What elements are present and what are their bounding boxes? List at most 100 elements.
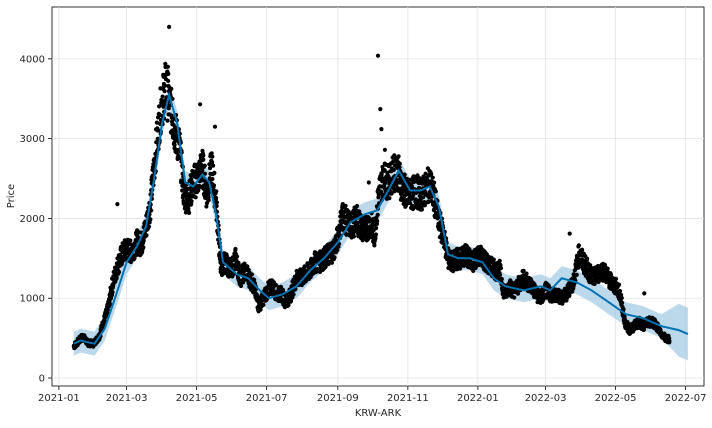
observed-point [576, 243, 582, 248]
observed-point [374, 221, 380, 226]
y-axis: 0 1000 2000 3000 4000 [20, 54, 52, 385]
observed-point [619, 295, 624, 301]
observed-point [249, 272, 254, 277]
observed-point [206, 198, 211, 203]
observed-point [402, 172, 407, 177]
y-axis-label: Price [6, 184, 17, 208]
observed-point [154, 120, 159, 125]
observed-point [144, 233, 149, 238]
observed-point [382, 168, 387, 173]
observed-point [242, 269, 247, 274]
observed-point [641, 327, 647, 332]
observed-point [162, 89, 167, 94]
observed-point [378, 107, 383, 112]
x-tick-label: 2021-05 [176, 393, 218, 404]
observed-point [521, 268, 526, 273]
observed-point [245, 264, 250, 269]
observed-point [379, 172, 384, 177]
observed-point [148, 217, 153, 222]
observed-point [397, 165, 402, 170]
observed-point [343, 203, 348, 208]
observed-point [583, 266, 588, 271]
observed-point [391, 167, 396, 173]
y-tick-label: 1000 [20, 294, 45, 305]
observed-point [642, 291, 647, 296]
y-tick-label: 2000 [20, 214, 45, 225]
observed-point [616, 282, 622, 287]
observed-point [397, 161, 402, 166]
observed-point [141, 245, 146, 250]
observed-point [571, 272, 576, 277]
observed-point [411, 193, 416, 198]
observed-point [165, 64, 170, 69]
observed-point [114, 275, 119, 280]
observed-point [524, 271, 529, 276]
x-tick-label: 2022-05 [595, 393, 637, 404]
observed-point [205, 184, 210, 189]
x-tick-label: 2021-07 [246, 393, 288, 404]
observed-point [252, 277, 257, 282]
observed-point [186, 206, 191, 211]
observed-point [491, 257, 496, 262]
x-tick-label: 2021-11 [387, 393, 429, 404]
observed-point [210, 176, 215, 182]
observed-point [375, 53, 381, 58]
observed-point [273, 282, 278, 288]
observed-point [189, 199, 194, 204]
observed-point [165, 118, 170, 123]
observed-point [302, 264, 307, 269]
observed-point [204, 204, 209, 209]
observed-point [617, 288, 623, 294]
observed-point [532, 282, 537, 287]
observed-point [580, 247, 585, 252]
observed-point [162, 83, 167, 88]
observed-point [421, 195, 426, 200]
observed-point [291, 292, 296, 297]
observed-point [351, 234, 356, 239]
observed-point [166, 78, 171, 83]
observed-point [373, 236, 378, 241]
observed-point [214, 189, 219, 194]
observed-point [241, 280, 246, 285]
observed-point [288, 298, 294, 303]
observed-point [206, 195, 211, 200]
observed-point [399, 190, 404, 195]
x-tick-label: 2021-01 [38, 393, 80, 404]
observed-point [373, 232, 379, 237]
observed-point [619, 292, 624, 297]
observed-point [375, 218, 380, 223]
observed-point [497, 272, 503, 277]
observed-point [429, 172, 434, 177]
observed-point [432, 180, 437, 185]
observed-point [193, 195, 198, 200]
observed-point [202, 163, 207, 168]
observed-point [238, 283, 244, 289]
observed-point [210, 154, 215, 159]
observed-point [146, 224, 152, 229]
observed-point [258, 307, 263, 312]
observed-point [332, 255, 337, 260]
observed-point [212, 170, 217, 175]
observed-point [423, 171, 428, 176]
observed-point [574, 272, 579, 277]
observed-point [419, 207, 424, 212]
observed-point [592, 281, 597, 287]
observed-point [235, 254, 240, 259]
observed-point [286, 303, 291, 308]
observed-point [605, 266, 610, 271]
observed-point [209, 151, 214, 156]
observed-point [214, 195, 219, 201]
observed-point [621, 307, 626, 312]
observed-point [329, 260, 335, 265]
observed-point [364, 221, 369, 226]
observed-point [374, 226, 379, 231]
observed-point [433, 189, 438, 194]
y-tick-label: 4000 [20, 54, 45, 65]
observed-point [667, 338, 672, 343]
observed-point [149, 208, 154, 213]
x-tick-label: 2021-09 [317, 393, 359, 404]
observed-point [201, 157, 206, 162]
observed-point [163, 61, 168, 66]
x-tick-label: 2022-03 [525, 393, 567, 404]
